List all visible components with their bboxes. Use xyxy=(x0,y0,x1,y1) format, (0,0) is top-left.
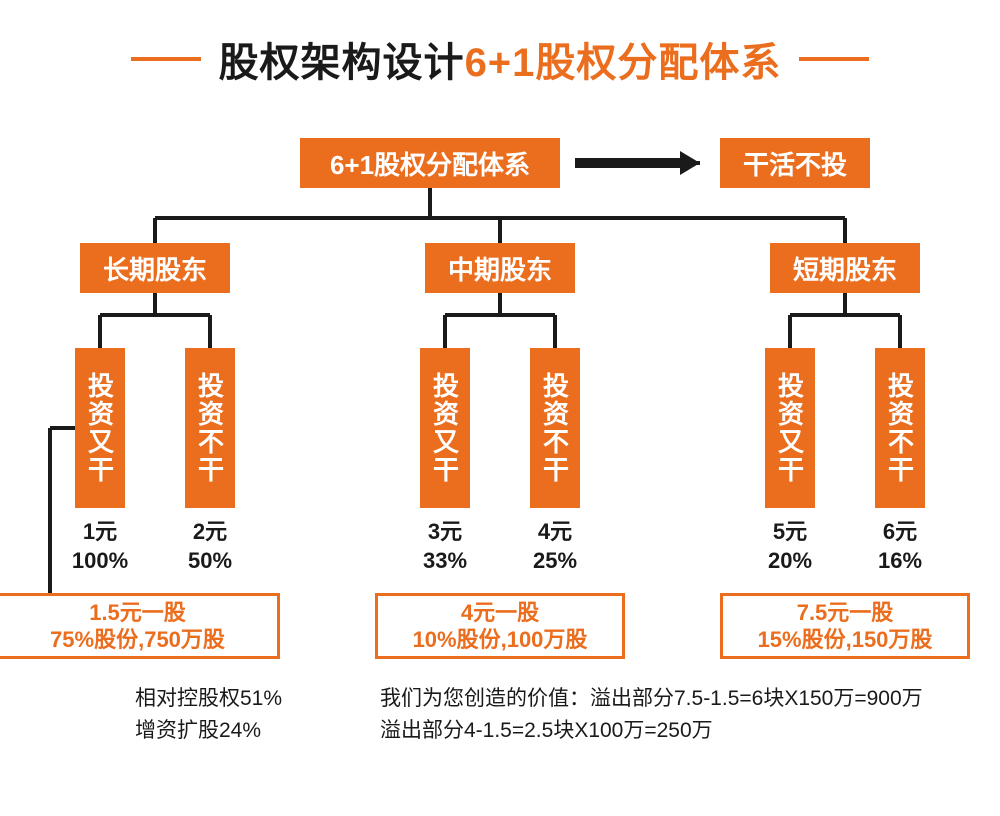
leaf-values: 4元25% xyxy=(515,518,595,575)
title-bar-right xyxy=(799,57,869,61)
leaf-node: 投资又干 xyxy=(75,348,125,508)
leaf-values: 6元16% xyxy=(860,518,940,575)
side-node: 干活不投 xyxy=(720,138,870,188)
leaf-node: 投资不干 xyxy=(530,348,580,508)
branch-summary: 1.5元一股75%股份,750万股 xyxy=(0,593,280,659)
leaf-values: 5元20% xyxy=(750,518,830,575)
page-title-row: 股权架构设计6+1股权分配体系 xyxy=(0,0,1000,88)
leaf-node: 投资又干 xyxy=(420,348,470,508)
leaf-node: 投资不干 xyxy=(185,348,235,508)
title-bar-left xyxy=(131,57,201,61)
footer-left: 相对控股权51%增资扩股24% xyxy=(135,683,282,746)
diagram-canvas: 6+1股权分配体系 干活不投长期股东投资又干 1元100% 投资不干 2元50% 1.5元… xyxy=(0,88,1000,788)
leaf-values: 3元33% xyxy=(405,518,485,575)
leaf-node: 投资又干 xyxy=(765,348,815,508)
branch-header: 中期股东 xyxy=(425,243,575,293)
branch-summary: 4元一股10%股份,100万股 xyxy=(375,593,625,659)
branch-header: 长期股东 xyxy=(80,243,230,293)
root-node: 6+1股权分配体系 xyxy=(300,138,560,188)
title-part2: 6+1股权分配体系 xyxy=(465,41,782,85)
leaf-values: 1元100% xyxy=(60,518,140,575)
leaf-node: 投资不干 xyxy=(875,348,925,508)
branch-header: 短期股东 xyxy=(770,243,920,293)
page-title: 股权架构设计6+1股权分配体系 xyxy=(219,30,782,88)
title-part1: 股权架构设计 xyxy=(219,41,465,85)
branch-summary: 7.5元一股15%股份,150万股 xyxy=(720,593,970,659)
leaf-values: 2元50% xyxy=(170,518,250,575)
footer-right: 我们为您创造的价值：溢出部分7.5-1.5=6块X150万=900万溢出部分4-… xyxy=(380,683,923,746)
